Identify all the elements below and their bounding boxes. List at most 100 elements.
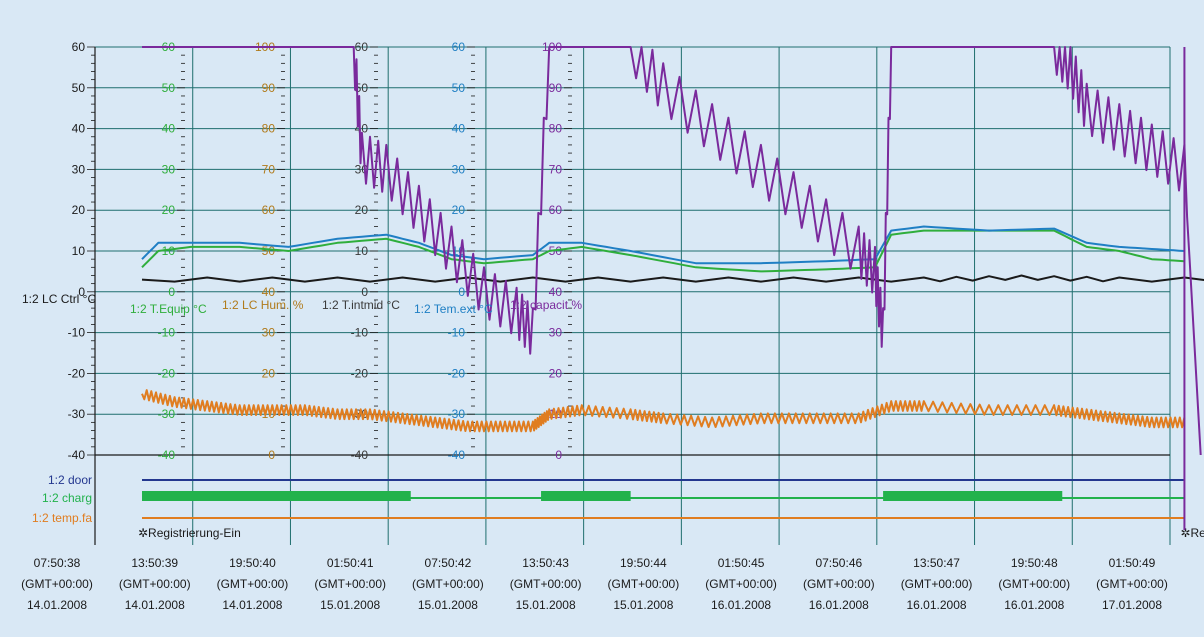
- x-tick-time: 13:50:43: [522, 556, 569, 570]
- y-tick-label: 70: [262, 162, 276, 176]
- y-axis-lc_ctrl: 60 50 40 30 20 10 0 -10 -20 -30 -40: [68, 40, 95, 462]
- y-tick-label: -20: [448, 366, 466, 380]
- annotation-label: ✲Registrierung-Aus: [1180, 526, 1204, 540]
- y-tick-label: -10: [158, 326, 176, 340]
- series-line: [142, 46, 1202, 456]
- y-tick-label: 0: [555, 448, 562, 462]
- x-tick: 01:50:45 (GMT+00:00) 16.01.2008: [705, 556, 777, 612]
- x-tick-date: 15.01.2008: [418, 598, 478, 612]
- y-tick-label: 30: [452, 162, 466, 176]
- x-tick-date: 14.01.2008: [27, 598, 87, 612]
- y-tick-label: 60: [549, 203, 563, 217]
- y-tick-label: 60: [355, 40, 369, 54]
- x-tick-tz: (GMT+00:00): [21, 577, 93, 591]
- y-tick-label: 10: [72, 244, 86, 258]
- y-tick-label: 20: [72, 203, 86, 217]
- x-tick-time: 19:50:48: [1011, 556, 1058, 570]
- x-tick: 07:50:42 (GMT+00:00) 15.01.2008: [412, 556, 484, 612]
- digital-on-segment: [541, 491, 631, 501]
- y-tick-label: 0: [78, 285, 85, 299]
- y-tick-label: -20: [158, 366, 176, 380]
- y-tick-label: 30: [72, 162, 86, 176]
- y-tick-label: 40: [262, 285, 276, 299]
- axis-label-lc_hum: 1:2 LC Hum. %: [222, 298, 304, 312]
- y-axes: 60 50 40 30 20 10 0 -10 -20 -30 -40 60 50 40 30 20 10 0 -1…: [68, 40, 572, 462]
- digital-label: 1:2 temp.fa: [32, 511, 92, 525]
- digital-tracks: 1:2 door 1:2 charg 1:2 temp.fa ✲Registrieru…: [32, 47, 1204, 540]
- x-tick-tz: (GMT+00:00): [901, 577, 973, 591]
- axis-labels: 1:2 LC Ctrl °C 1:2 T.Equip °C 1:2 LC Hum. …: [22, 292, 582, 316]
- y-tick-label: 50: [72, 81, 86, 95]
- y-tick-label: -40: [448, 448, 466, 462]
- y-tick-label: -20: [351, 366, 369, 380]
- x-tick: 19:50:40 (GMT+00:00) 14.01.2008: [217, 556, 289, 612]
- x-tick-time: 07:50:46: [815, 556, 862, 570]
- y-tick-label: 50: [162, 81, 176, 95]
- x-tick: 13:50:43 (GMT+00:00) 15.01.2008: [510, 556, 582, 612]
- x-tick: 07:50:38 (GMT+00:00) 14.01.2008: [21, 556, 93, 612]
- y-tick-label: 30: [162, 162, 176, 176]
- y-tick-label: -10: [448, 326, 466, 340]
- y-tick-label: 90: [549, 81, 563, 95]
- x-tick-tz: (GMT+00:00): [217, 577, 289, 591]
- axis-label-capacit: 1:2 capacit %: [510, 298, 582, 312]
- x-tick-date: 14.01.2008: [222, 598, 282, 612]
- y-tick-label: 10: [355, 244, 369, 258]
- x-tick-tz: (GMT+00:00): [998, 577, 1070, 591]
- y-tick-label: 60: [452, 40, 466, 54]
- x-tick-date: 16.01.2008: [1004, 598, 1064, 612]
- y-tick-label: 40: [452, 122, 466, 136]
- x-tick-time: 19:50:40: [229, 556, 276, 570]
- y-tick-label: 30: [549, 326, 563, 340]
- y-tick-label: 60: [262, 203, 276, 217]
- x-tick: 01:50:49 (GMT+00:00) 17.01.2008: [1096, 556, 1168, 612]
- y-tick-label: 80: [262, 122, 276, 136]
- y-tick-label: -10: [351, 326, 369, 340]
- y-tick-label: 50: [262, 244, 276, 258]
- y-tick-label: -30: [158, 407, 176, 421]
- y-tick-label: -20: [68, 366, 86, 380]
- y-tick-label: -40: [68, 448, 86, 462]
- x-tick-date: 16.01.2008: [809, 598, 869, 612]
- digital-label: 1:2 charg: [42, 491, 92, 505]
- x-tick-time: 01:50:45: [718, 556, 765, 570]
- axis-label-tem_ext: 1:2 Tem.ext °C: [414, 302, 493, 316]
- x-tick-tz: (GMT+00:00): [119, 577, 191, 591]
- x-tick: 19:50:44 (GMT+00:00) 15.01.2008: [608, 556, 680, 612]
- series: [141, 46, 1204, 456]
- series-line: [141, 229, 1185, 273]
- y-tick-label: -30: [448, 407, 466, 421]
- y-tick-label: 0: [168, 285, 175, 299]
- x-tick-time: 01:50:41: [327, 556, 374, 570]
- y-tick-label: 40: [72, 122, 86, 136]
- x-tick-tz: (GMT+00:00): [314, 577, 386, 591]
- x-tick-time: 07:50:42: [425, 556, 472, 570]
- x-tick-tz: (GMT+00:00): [1096, 577, 1168, 591]
- x-tick: 01:50:41 (GMT+00:00) 15.01.2008: [314, 556, 386, 612]
- y-tick-label: 40: [162, 122, 176, 136]
- x-tick-date: 16.01.2008: [711, 598, 771, 612]
- y-tick-label: 0: [361, 285, 368, 299]
- y-tick-label: -10: [68, 326, 86, 340]
- x-tick-tz: (GMT+00:00): [510, 577, 582, 591]
- x-tick-tz: (GMT+00:00): [705, 577, 777, 591]
- axis-label-t_equip: 1:2 T.Equip °C: [130, 302, 207, 316]
- axis-label-lc_ctrl: 1:2 LC Ctrl °C: [22, 292, 96, 306]
- x-tick: 19:50:48 (GMT+00:00) 16.01.2008: [998, 556, 1070, 612]
- series-line: [141, 274, 1204, 283]
- y-tick-label: 0: [268, 448, 275, 462]
- x-tick-tz: (GMT+00:00): [803, 577, 875, 591]
- digital-on-segment: [883, 491, 1063, 501]
- y-tick-label: -30: [68, 407, 86, 421]
- x-tick: 13:50:39 (GMT+00:00) 14.01.2008: [119, 556, 191, 612]
- series-line: [141, 225, 1185, 265]
- annotation-label: ✲Registrierung-Ein: [138, 526, 241, 540]
- x-tick-tz: (GMT+00:00): [412, 577, 484, 591]
- y-tick-label: 20: [262, 366, 276, 380]
- y-tick-label: 70: [549, 162, 563, 176]
- x-tick-time: 07:50:38: [34, 556, 81, 570]
